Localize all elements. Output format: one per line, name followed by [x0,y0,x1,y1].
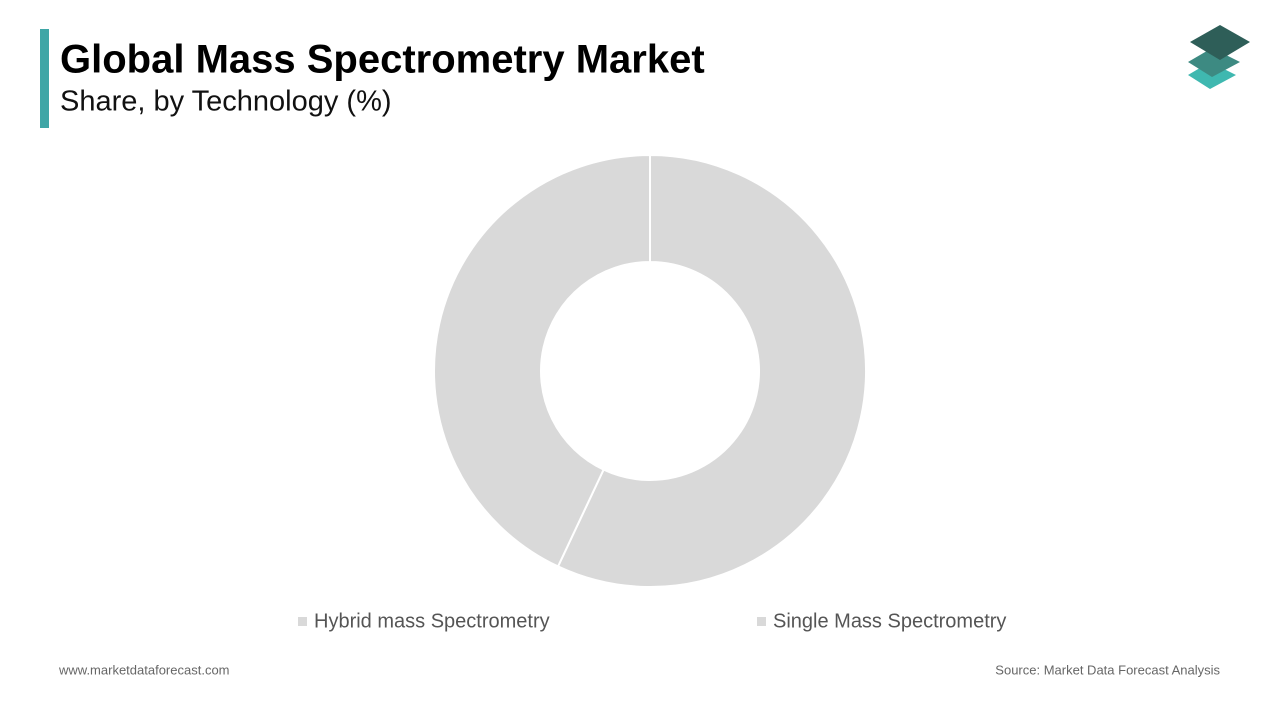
donut-segment [556,153,867,588]
chart-title: Global Mass Spectrometry Market [60,38,705,82]
chart-subtitle: Share, by Technology (%) [60,86,392,118]
legend-swatch [298,617,307,626]
logo [1188,25,1250,89]
legend-label: Single Mass Spectrometry [773,610,1006,632]
website: www.marketdataforecast.com [58,662,230,677]
donut-segment [433,153,651,568]
legend-swatch [757,617,766,626]
title-accent [40,29,49,128]
source: Source: Market Data Forecast Analysis [995,662,1220,677]
legend-label: Hybrid mass Spectrometry [314,610,550,632]
